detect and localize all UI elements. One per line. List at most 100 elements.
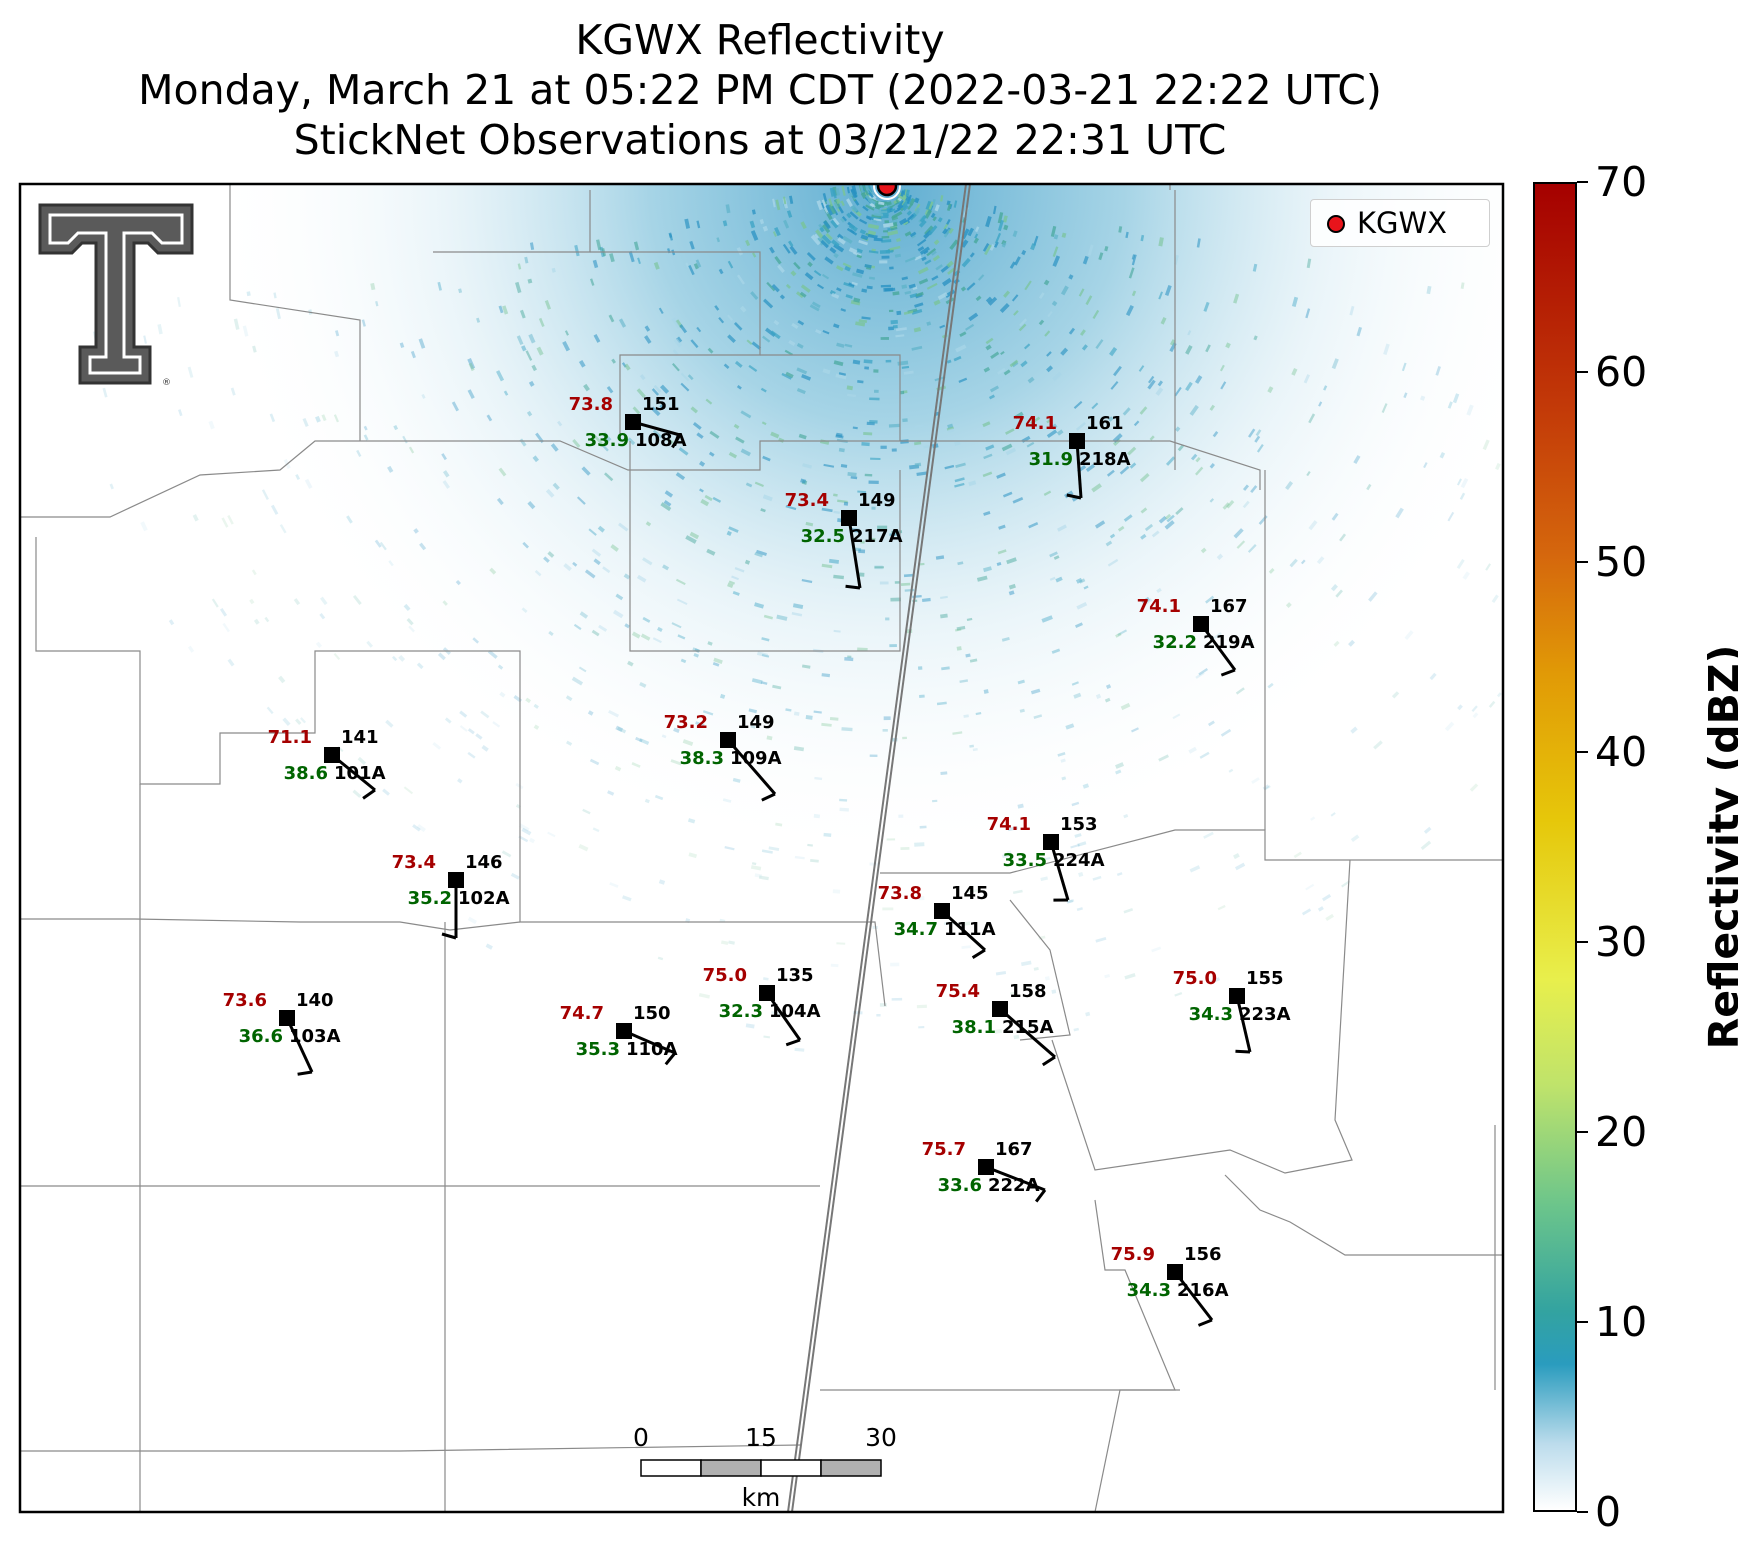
interstate-highway xyxy=(787,184,971,1512)
wind-barb-flag xyxy=(971,948,986,959)
wind-barb-icon xyxy=(1049,841,1070,901)
station-dewpoint: 33.9 xyxy=(585,430,629,451)
station-marker xyxy=(720,732,736,748)
station-id: 110A xyxy=(626,1039,678,1060)
wind-barb-flag xyxy=(1220,668,1236,677)
station-pressure: 158 xyxy=(1009,981,1047,1002)
station-104a: 75.0 135 32.3 104A xyxy=(703,965,821,1047)
wind-barb-icon xyxy=(1075,440,1083,499)
scale-label-30: 30 xyxy=(865,1423,897,1452)
station-id: 104A xyxy=(769,1001,821,1022)
station-temp: 74.7 xyxy=(560,1003,604,1024)
wind-barb-icon xyxy=(726,739,777,795)
station-temp: 75.7 xyxy=(922,1139,966,1160)
station-id: 219A xyxy=(1203,632,1255,653)
station-dewpoint: 38.3 xyxy=(680,748,724,769)
texas-tech-logo-icon: ® xyxy=(38,203,194,388)
station-id: 111A xyxy=(944,919,996,940)
station-marker xyxy=(1069,433,1085,449)
station-pressure: 156 xyxy=(1184,1244,1222,1265)
wind-barb-flag xyxy=(1034,1189,1047,1203)
station-id: 223A xyxy=(1239,1004,1291,1025)
reflectivity-speckle xyxy=(92,184,1502,1052)
station-102a: 73.4 146 35.2 102A xyxy=(392,852,510,940)
station-pressure: 149 xyxy=(858,490,896,511)
station-marker xyxy=(625,414,641,430)
colorbar-tick xyxy=(1577,371,1588,373)
colorbar-tick-label: 50 xyxy=(1595,538,1648,586)
county-boundaries xyxy=(20,184,1502,1512)
colorbar-tick xyxy=(1577,1131,1588,1133)
station-pressure: 167 xyxy=(995,1139,1033,1160)
map-frame xyxy=(18,182,1505,1514)
station-222a: 75.7 167 33.6 222A xyxy=(922,1139,1047,1203)
station-pressure: 153 xyxy=(1060,814,1098,835)
station-111a: 73.8 145 34.7 111A xyxy=(878,883,996,959)
wind-barb-icon xyxy=(285,1017,314,1073)
station-temp: 75.4 xyxy=(936,981,980,1002)
station-id: 224A xyxy=(1053,850,1105,871)
station-temp: 73.4 xyxy=(392,852,436,873)
station-temp: 75.9 xyxy=(1111,1244,1155,1265)
title-line-1: KGWX Reflectivity xyxy=(575,16,945,64)
station-marker xyxy=(934,903,950,919)
station-218a: 74.1 161 31.9 218A xyxy=(1013,413,1131,500)
colorbar-title: Reflectivity (dBZ) xyxy=(1700,644,1738,1050)
station-dewpoint: 35.3 xyxy=(576,1039,620,1060)
title-line-2: Monday, March 21 at 05:22 PM CDT (2022-0… xyxy=(138,66,1382,114)
colorbar-tick-label: 10 xyxy=(1595,1298,1648,1346)
station-pressure: 145 xyxy=(951,883,989,904)
wind-barb-flag xyxy=(845,584,861,590)
colorbar-tick-label: 70 xyxy=(1595,158,1648,206)
station-id: 216A xyxy=(1177,1280,1229,1301)
station-101a: 71.1 141 38.6 101A xyxy=(268,727,386,800)
scale-label-0: 0 xyxy=(633,1423,649,1452)
station-dewpoint: 36.6 xyxy=(239,1026,283,1047)
colorbar-tick xyxy=(1577,941,1588,943)
station-108a: 73.8 151 33.9 108A xyxy=(569,394,687,451)
station-dewpoint: 34.3 xyxy=(1127,1280,1171,1301)
station-marker xyxy=(841,510,857,526)
station-pressure: 151 xyxy=(642,394,680,415)
station-temp: 74.1 xyxy=(1013,413,1057,434)
station-temp: 73.8 xyxy=(569,394,613,415)
colorbar-tick-label: 0 xyxy=(1595,1488,1622,1536)
colorbar-tick-label: 30 xyxy=(1595,918,1648,966)
station-109a: 73.2 149 38.3 109A xyxy=(664,712,782,802)
station-dewpoint: 38.1 xyxy=(952,1017,996,1038)
wind-barb-icon xyxy=(999,1007,1056,1059)
colorbar-tick xyxy=(1577,181,1588,183)
station-dewpoint: 33.5 xyxy=(1003,850,1047,871)
wind-barb-flag xyxy=(441,932,457,940)
station-id: 102A xyxy=(458,888,510,909)
station-marker xyxy=(978,1159,994,1175)
colorbar-tick xyxy=(1577,561,1588,563)
radar-site-marker-icon xyxy=(1327,215,1345,233)
colorbar-tick-label: 40 xyxy=(1595,728,1648,776)
station-dewpoint: 35.2 xyxy=(408,888,452,909)
station-temp: 73.2 xyxy=(664,712,708,733)
station-103a: 73.6 140 36.6 103A xyxy=(223,990,341,1076)
station-pressure: 161 xyxy=(1086,413,1124,434)
station-id: 108A xyxy=(635,430,687,451)
station-id: 222A xyxy=(988,1175,1040,1196)
station-marker xyxy=(1193,616,1209,632)
legend-label: KGWX xyxy=(1357,206,1448,240)
station-pressure: 140 xyxy=(296,990,334,1011)
station-temp: 74.1 xyxy=(987,814,1031,835)
station-id: 103A xyxy=(289,1026,341,1047)
station-219a: 74.1 167 32.2 219A xyxy=(1137,596,1255,677)
wind-barb-icon xyxy=(1235,995,1252,1053)
colorbar-tick xyxy=(1577,751,1588,753)
station-dewpoint: 31.9 xyxy=(1029,449,1073,470)
station-dewpoint: 32.2 xyxy=(1153,632,1197,653)
station-pressure: 155 xyxy=(1246,968,1284,989)
station-223a: 75.0 155 34.3 223A xyxy=(1173,968,1291,1054)
station-215a: 75.4 158 38.1 215A xyxy=(936,981,1056,1067)
station-pressure: 149 xyxy=(737,712,775,733)
station-marker xyxy=(1167,1264,1183,1280)
station-dewpoint: 33.6 xyxy=(938,1175,982,1196)
colorbar-tick-label: 60 xyxy=(1595,348,1648,396)
wind-barb-flag xyxy=(297,1070,313,1076)
sticknet-stations: 73.8 151 33.9 108A 74.1 161 31.9 218A 73.4 149 32.… xyxy=(223,394,1291,1327)
